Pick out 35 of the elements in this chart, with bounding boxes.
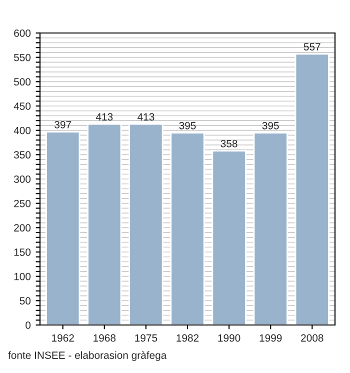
- y-tick-label: 600: [14, 30, 31, 37]
- data-label: 395: [262, 122, 279, 130]
- x-tick-label: 1999: [260, 334, 282, 342]
- x-tick-label: 1962: [52, 334, 74, 342]
- data-label: 358: [220, 140, 238, 148]
- x-tick-label: 1975: [135, 334, 158, 342]
- y-tick-label: 0: [26, 322, 31, 329]
- bar: [128, 123, 164, 325]
- data-label: 413: [138, 113, 154, 121]
- x-tick-label: 1990: [218, 334, 240, 342]
- bar: [212, 150, 246, 325]
- bar: [46, 131, 80, 325]
- y-tick-label: 350: [14, 151, 31, 159]
- y-tick-label: 50: [20, 297, 31, 305]
- data-label: 397: [54, 120, 72, 128]
- data-label: 557: [304, 43, 320, 50]
- x-tick-label: 1982: [176, 334, 199, 342]
- bar: [87, 123, 122, 325]
- data-label: 395: [179, 122, 196, 130]
- y-tick-label: 250: [14, 200, 31, 208]
- x-tick-label: 2008: [301, 334, 324, 342]
- y-tick-label: 200: [14, 224, 31, 232]
- source-note: fonte INSEE - elaborasion gràfega: [8, 351, 167, 361]
- y-tick-label: 150: [14, 248, 31, 256]
- y-tick-label: 100: [14, 272, 31, 280]
- y-tick-label: 550: [14, 54, 31, 62]
- bar: [253, 132, 288, 325]
- y-tick-label: 300: [14, 176, 31, 183]
- data-label: 413: [96, 113, 113, 121]
- bar: [170, 132, 205, 325]
- bar: [294, 53, 330, 325]
- y-tick-label: 450: [14, 102, 31, 110]
- y-tick-label: 500: [14, 78, 31, 86]
- x-tick-label: 1968: [94, 334, 116, 342]
- y-tick-label: 400: [14, 126, 31, 134]
